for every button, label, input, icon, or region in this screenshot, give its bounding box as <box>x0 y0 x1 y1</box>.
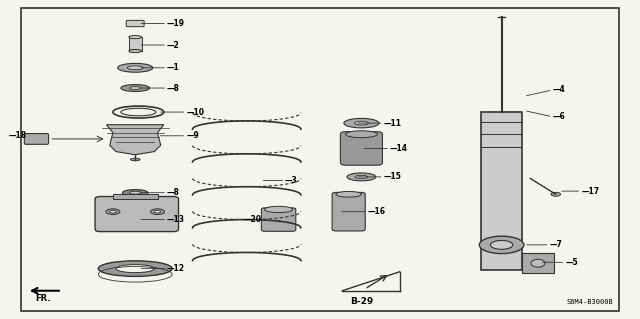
Ellipse shape <box>490 241 513 249</box>
Ellipse shape <box>116 264 154 273</box>
Text: —17: —17 <box>581 187 600 196</box>
FancyBboxPatch shape <box>126 20 144 27</box>
Text: —5: —5 <box>565 258 578 267</box>
Ellipse shape <box>106 209 120 214</box>
Ellipse shape <box>129 35 141 39</box>
Ellipse shape <box>347 173 376 181</box>
Text: —11: —11 <box>384 119 402 128</box>
Text: —13: —13 <box>167 215 185 224</box>
Ellipse shape <box>355 175 368 178</box>
Ellipse shape <box>344 118 379 128</box>
Ellipse shape <box>127 66 143 70</box>
Ellipse shape <box>551 192 561 196</box>
Text: —2: —2 <box>167 41 180 49</box>
Text: —6: —6 <box>552 112 565 121</box>
FancyBboxPatch shape <box>332 192 365 231</box>
Text: —20: —20 <box>243 215 261 224</box>
Ellipse shape <box>118 63 153 72</box>
Ellipse shape <box>150 209 164 214</box>
Ellipse shape <box>479 236 524 254</box>
Text: —9: —9 <box>186 131 199 140</box>
Ellipse shape <box>129 191 141 194</box>
Text: —16: —16 <box>368 207 386 216</box>
Ellipse shape <box>121 108 156 116</box>
Ellipse shape <box>531 259 545 267</box>
Text: —1: —1 <box>167 63 180 72</box>
Ellipse shape <box>346 131 378 138</box>
Ellipse shape <box>131 158 140 161</box>
Ellipse shape <box>154 211 161 213</box>
FancyBboxPatch shape <box>95 197 179 232</box>
Text: —4: —4 <box>552 85 565 94</box>
Text: —19: —19 <box>167 19 185 28</box>
FancyBboxPatch shape <box>24 134 49 144</box>
Text: —15: —15 <box>384 172 401 182</box>
Text: —10: —10 <box>186 108 204 116</box>
Ellipse shape <box>336 191 362 197</box>
FancyBboxPatch shape <box>340 132 383 165</box>
Ellipse shape <box>129 87 141 89</box>
Text: —12: —12 <box>167 264 185 273</box>
Text: —3: —3 <box>285 175 298 185</box>
Polygon shape <box>106 125 164 155</box>
Text: —14: —14 <box>390 144 408 153</box>
Text: —18: —18 <box>9 131 27 140</box>
Ellipse shape <box>264 206 292 213</box>
Bar <box>129 37 141 51</box>
Bar <box>113 194 157 199</box>
Text: —8: —8 <box>167 188 180 197</box>
Bar <box>522 253 554 273</box>
Text: S6M4-B3000B: S6M4-B3000B <box>566 299 613 305</box>
Ellipse shape <box>129 49 141 53</box>
Text: —7: —7 <box>549 241 563 249</box>
Text: —8: —8 <box>167 84 180 93</box>
Ellipse shape <box>121 85 150 92</box>
Ellipse shape <box>109 211 116 213</box>
Ellipse shape <box>99 261 172 276</box>
Text: B-29: B-29 <box>350 297 373 306</box>
Text: FR.: FR. <box>35 294 51 303</box>
FancyBboxPatch shape <box>261 208 296 231</box>
Ellipse shape <box>355 121 369 125</box>
Bar <box>481 112 522 270</box>
Ellipse shape <box>122 189 148 196</box>
